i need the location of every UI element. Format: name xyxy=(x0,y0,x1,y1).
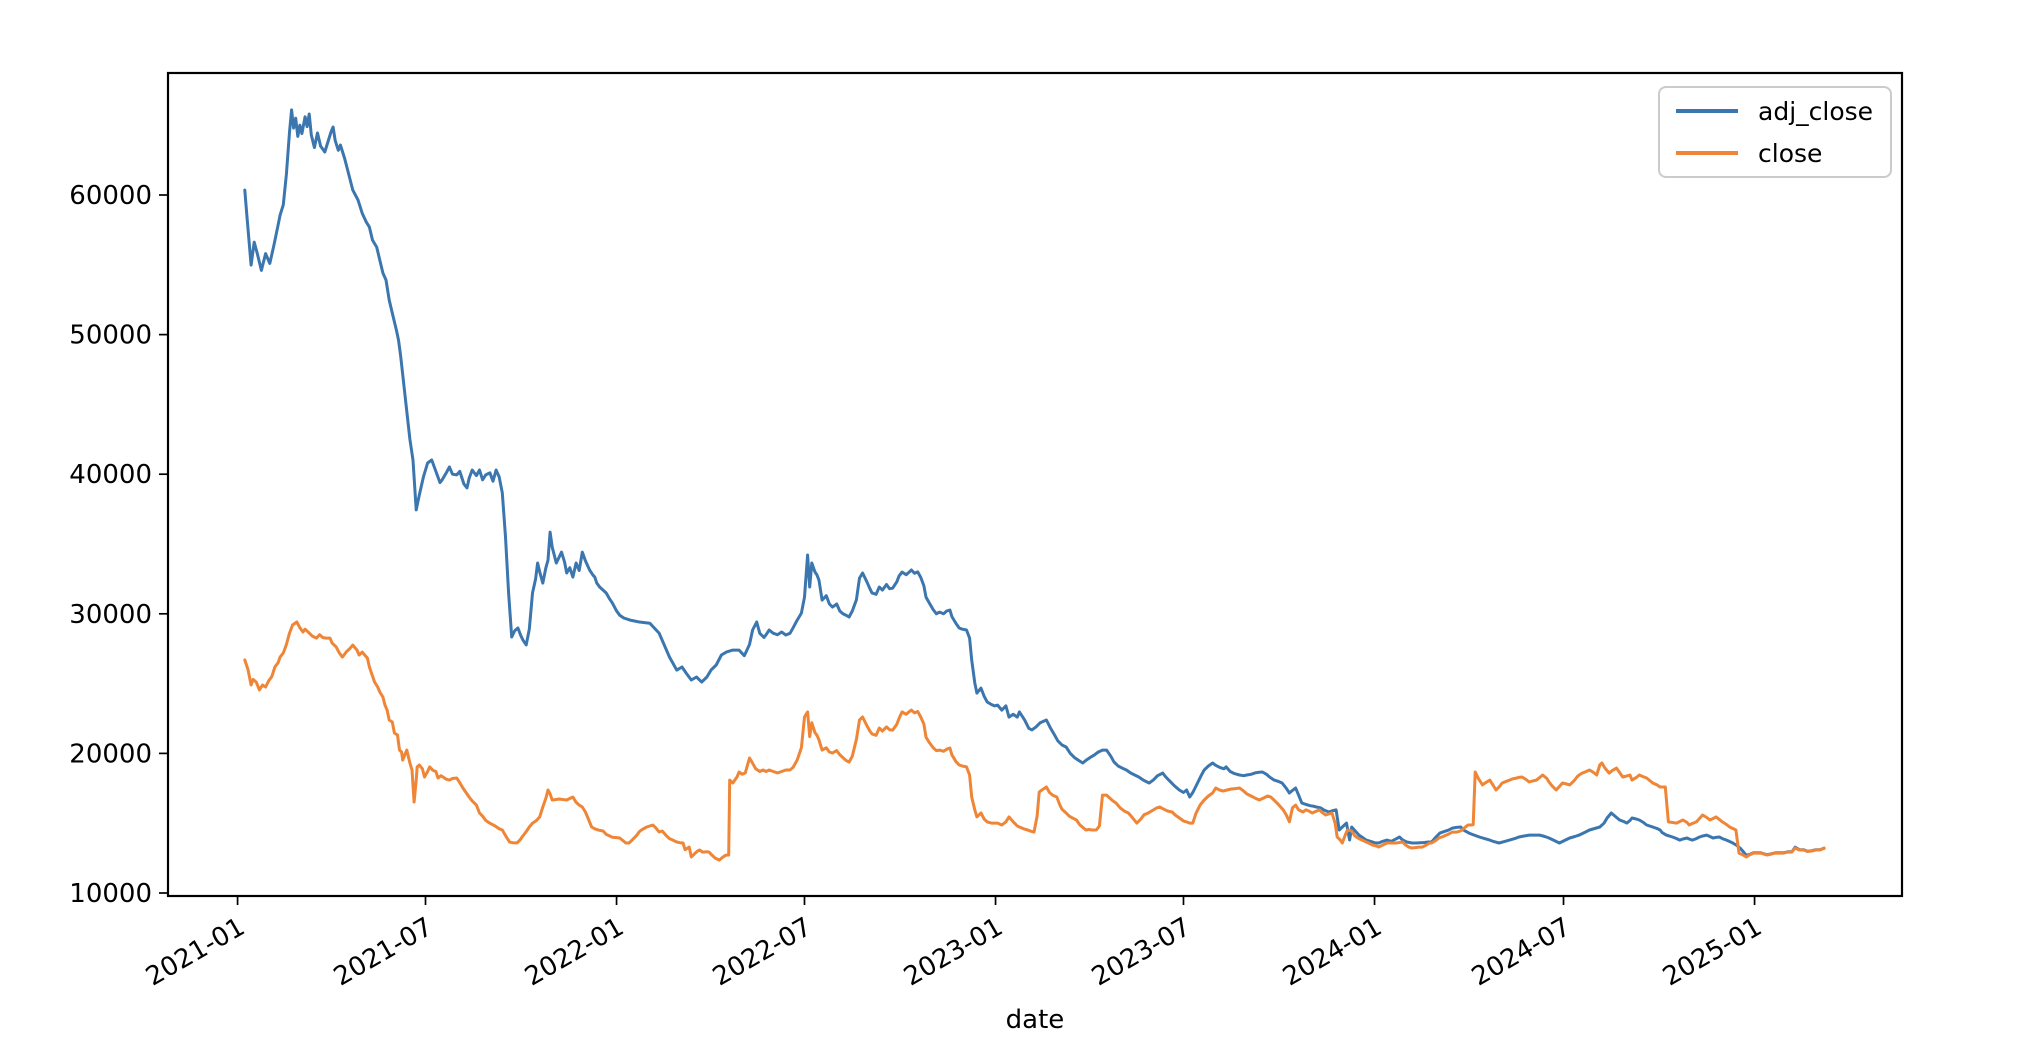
series-line-close xyxy=(243,620,1826,862)
y-tick-label: 60000 xyxy=(69,181,152,211)
x-tick-label: 2023-07 xyxy=(1087,912,1196,992)
legend-line-sample-close xyxy=(1676,151,1738,155)
legend: adj_close close xyxy=(1658,86,1892,178)
legend-item-adj-close: adj_close xyxy=(1660,90,1890,132)
plot-border xyxy=(166,71,1904,898)
x-tick-label: 2024-01 xyxy=(1278,912,1387,992)
legend-label-close: close xyxy=(1758,138,1823,168)
y-tick-label: 10000 xyxy=(69,879,152,909)
x-tick-label: 2023-01 xyxy=(899,912,1008,992)
legend-label-adj-close: adj_close xyxy=(1758,96,1874,126)
x-tick-label: 2025-01 xyxy=(1658,912,1767,992)
series-line-adj_close xyxy=(243,108,1826,857)
x-tick-label: 2022-01 xyxy=(520,912,629,992)
y-tick-label: 40000 xyxy=(69,460,152,490)
x-axis-label: date xyxy=(1006,1005,1065,1035)
x-tick-label: 2024-07 xyxy=(1467,912,1576,992)
y-tick-label: 30000 xyxy=(69,600,152,630)
y-tick-label: 50000 xyxy=(69,321,152,351)
x-tick-label: 2021-07 xyxy=(329,912,438,992)
x-tick-label: 2022-07 xyxy=(708,912,817,992)
y-tick-label: 20000 xyxy=(69,739,152,769)
x-tick-label: 2021-01 xyxy=(141,912,250,992)
legend-item-close: close xyxy=(1660,132,1890,174)
legend-line-sample-adj-close xyxy=(1676,109,1738,113)
